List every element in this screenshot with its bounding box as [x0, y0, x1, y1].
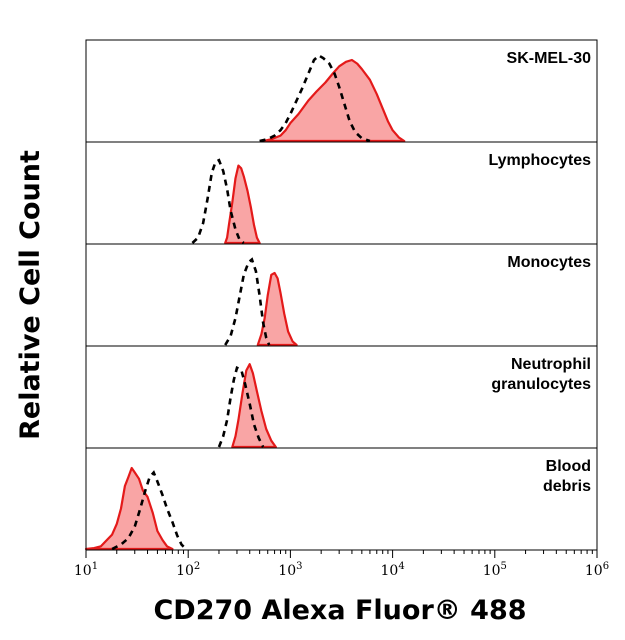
- panel-label: Monocytes: [507, 254, 591, 271]
- panel-label-line: SK-MEL-30: [507, 50, 592, 67]
- panel-label: Blood debris: [543, 458, 591, 495]
- panel-5: Blood debris: [84, 447, 598, 551]
- stained-histogram: [231, 363, 277, 449]
- x-tick-label: 102: [176, 561, 200, 579]
- x-tick-label: 106: [585, 561, 609, 579]
- x-tick-base: 10: [585, 563, 603, 579]
- panel-label-line: Lymphocytes: [488, 152, 591, 169]
- panel-label-line: debris: [543, 478, 591, 495]
- x-tick-base: 10: [380, 563, 398, 579]
- x-tick-base: 10: [74, 563, 92, 579]
- x-tick-label: 105: [483, 561, 507, 579]
- control-histogram: [259, 53, 371, 143]
- panel-3: Monocytes: [85, 243, 598, 347]
- panel-label-line: granulocytes: [491, 376, 591, 393]
- panel-4: Neutrophil granulocytes: [85, 345, 598, 449]
- x-tick-base: 10: [176, 563, 194, 579]
- panel-label-line: Blood: [546, 458, 591, 475]
- x-tick-label: 103: [278, 561, 302, 579]
- x-tick-label: 101: [74, 561, 98, 579]
- x-tick-exponent: 5: [501, 561, 507, 572]
- panel-label: Neutrophil granulocytes: [491, 356, 591, 393]
- panel-label-line: Neutrophil: [511, 356, 591, 373]
- panel-label-line: Monocytes: [507, 254, 591, 271]
- stained-histogram: [256, 271, 298, 347]
- x-axis-title: CD270 Alexa Fluor® 488: [153, 595, 526, 626]
- x-tick-exponent: 1: [92, 561, 98, 572]
- x-tick-base: 10: [483, 563, 501, 579]
- control-histogram: [191, 158, 245, 245]
- y-axis-title: Relative Cell Count: [15, 150, 46, 440]
- x-tick-exponent: 4: [398, 561, 404, 572]
- stained-histogram: [262, 58, 406, 143]
- panel-2: Lymphocytes: [85, 141, 598, 245]
- panel-1: SK-MEL-30: [85, 39, 598, 143]
- x-axis: 101 102 103 104 105 106: [74, 550, 609, 579]
- control-histogram: [224, 257, 271, 346]
- x-tick-label: 104: [380, 561, 404, 579]
- panel-frame: [85, 447, 598, 551]
- control-histogram: [111, 470, 187, 551]
- stained-histogram: [84, 466, 174, 551]
- x-tick-exponent: 2: [194, 561, 200, 572]
- panel-label: SK-MEL-30: [507, 50, 592, 67]
- control-histogram: [217, 366, 265, 448]
- panels: SK-MEL-30 Lymphocytes Monocytes Neutrophil g…: [84, 39, 598, 551]
- x-tick-base: 10: [278, 563, 296, 579]
- x-tick-exponent: 3: [296, 561, 302, 572]
- panel-label: Lymphocytes: [488, 152, 591, 169]
- x-tick-exponent: 6: [603, 561, 609, 572]
